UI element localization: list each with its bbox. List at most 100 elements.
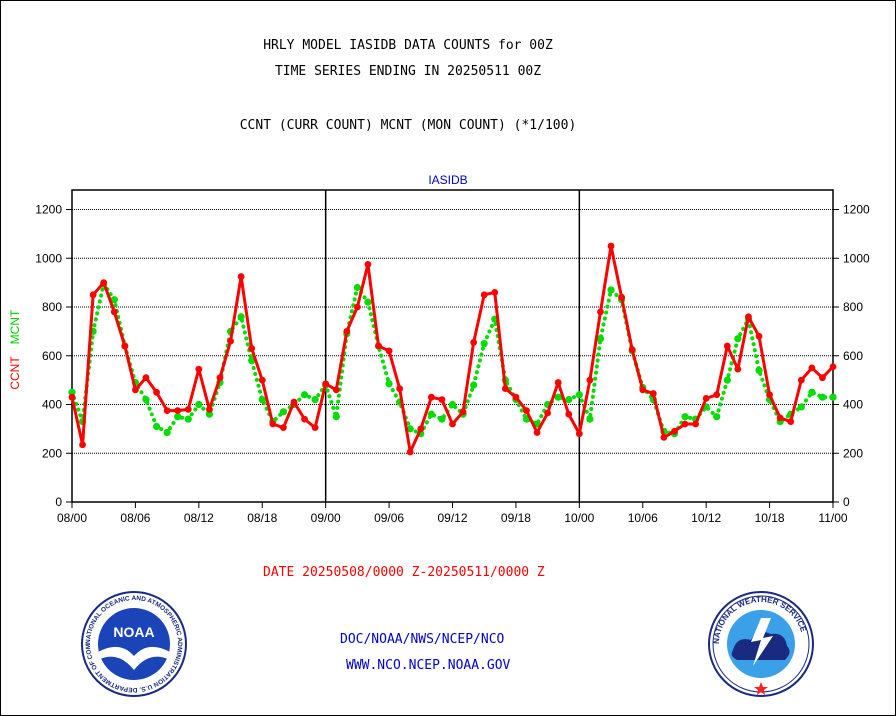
point-ccnt (121, 342, 129, 350)
point-mcnt (406, 425, 414, 433)
xtick-label: 10/18 (755, 511, 785, 525)
xtick-label: 08/00 (57, 511, 87, 525)
chart-title: IASIDB (428, 173, 467, 187)
title-line-1: HRLY MODEL IASIDB DATA COUNTS for 00Z (263, 38, 553, 53)
point-ccnt (639, 386, 647, 394)
point-mcnt (184, 415, 192, 423)
point-ccnt (628, 346, 636, 354)
point-mcnt (364, 298, 372, 306)
point-mcnt (258, 396, 266, 404)
point-mcnt (734, 335, 742, 343)
point-ccnt (206, 405, 213, 413)
doc-noaa-link[interactable]: DOC/NOAA/NWS/NCEP/NCO (340, 632, 505, 647)
point-ccnt (681, 420, 689, 428)
point-ccnt (755, 332, 763, 340)
point-ccnt (554, 379, 562, 386)
ytick-label-right: 800 (843, 300, 863, 314)
ytick-label-left: 200 (42, 446, 62, 460)
plot-area-border (71, 189, 834, 503)
point-ccnt (417, 425, 425, 433)
ytick-label-right: 600 (843, 349, 863, 363)
point-mcnt (448, 400, 457, 409)
ylabel-mcnt: MCNT (8, 309, 22, 344)
point-ccnt (597, 308, 604, 316)
point-mcnt (723, 376, 731, 384)
xtick-label: 10/12 (691, 511, 721, 525)
point-ccnt (512, 393, 520, 401)
point-ccnt (533, 429, 541, 436)
point-ccnt (470, 338, 478, 346)
xtick-label: 08/18 (247, 511, 277, 525)
point-ccnt (353, 303, 361, 311)
point-ccnt (195, 365, 203, 373)
point-mcnt (480, 339, 488, 348)
point-ccnt (269, 420, 277, 428)
point-mcnt (237, 313, 245, 321)
ytick-label-right: 0 (843, 495, 850, 509)
ytick-label-right: 200 (843, 446, 863, 460)
point-ccnt (671, 427, 678, 435)
point-ccnt (174, 407, 182, 414)
point-mcnt (152, 422, 161, 431)
point-ccnt (364, 260, 372, 268)
point-ccnt (142, 374, 150, 382)
point-ccnt (734, 365, 742, 373)
point-mcnt (586, 415, 594, 423)
point-mcnt (353, 283, 361, 292)
noaa-logo-label: NOAA (113, 624, 154, 640)
point-ccnt (618, 293, 626, 301)
point-mcnt (332, 413, 340, 421)
ytick-label-left: 0 (55, 495, 62, 509)
point-ccnt (79, 441, 86, 449)
ytick-label-left: 1200 (35, 203, 62, 217)
xtick-label: 09/12 (437, 511, 467, 525)
point-ccnt (723, 342, 731, 350)
ytick-label-left: 600 (42, 349, 62, 363)
point-ccnt (343, 327, 351, 335)
ytick-label-left: 800 (42, 300, 62, 314)
point-mcnt (470, 381, 478, 389)
point-mcnt (142, 396, 150, 404)
series-mcnt (68, 280, 837, 438)
point-mcnt (385, 380, 393, 388)
point-ccnt (258, 376, 266, 384)
point-ccnt (301, 415, 308, 423)
xtick-label: 08/06 (120, 511, 150, 525)
xtick-label: 08/12 (184, 511, 214, 525)
point-ccnt (163, 407, 171, 414)
point-ccnt (649, 390, 657, 397)
point-ccnt (449, 420, 456, 428)
point-mcnt (427, 410, 435, 418)
point-mcnt (818, 393, 827, 401)
nco-website-link[interactable]: WWW.NCO.NCEP.NOAA.GOV (346, 658, 511, 673)
point-ccnt (491, 288, 499, 296)
point-ccnt (132, 386, 139, 394)
point-ccnt (523, 407, 530, 414)
ytick-label-left: 400 (42, 398, 62, 412)
point-mcnt (248, 357, 256, 365)
point-ccnt (586, 376, 594, 384)
series-layer (68, 242, 837, 456)
point-ccnt (89, 291, 97, 299)
point-ccnt (100, 279, 108, 287)
point-ccnt (829, 363, 837, 371)
point-ccnt (227, 337, 234, 345)
point-ccnt (702, 395, 710, 402)
point-ccnt (375, 342, 382, 350)
point-ccnt (787, 418, 795, 425)
ytick-label-right: 1000 (843, 251, 870, 265)
day-dividers (324, 190, 581, 502)
point-ccnt (808, 364, 816, 372)
point-mcnt (110, 296, 118, 304)
xtick-label: 10/00 (564, 511, 594, 525)
point-ccnt (575, 430, 583, 438)
point-ccnt (110, 308, 118, 316)
y-axis-label: CCNT MCNT (8, 309, 22, 390)
point-ccnt (797, 376, 805, 384)
point-mcnt (575, 391, 583, 399)
ytick-label-left: 1000 (35, 251, 62, 265)
point-ccnt (290, 398, 298, 406)
nws-logo-icon: NATIONAL WEATHER SERVICE (708, 591, 814, 697)
